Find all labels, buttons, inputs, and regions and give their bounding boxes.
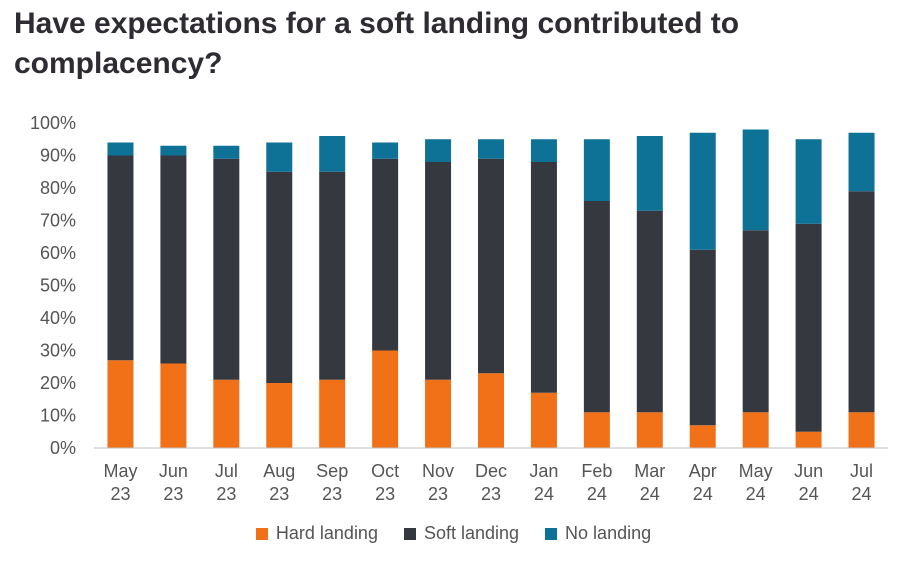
- bar-segment-hard-landing: [266, 383, 293, 448]
- bar-segment-hard-landing: [583, 412, 610, 448]
- bar-segment-soft-landing: [425, 162, 452, 380]
- bar-segment-soft-landing: [795, 223, 822, 432]
- bar-segment-soft-landing: [742, 230, 769, 413]
- bar-segment-soft-landing: [319, 171, 346, 380]
- bar-segment-none-landing: [848, 132, 875, 192]
- bar-segment-hard-landing: [160, 363, 187, 448]
- bar-segment-none-landing: [636, 136, 663, 211]
- chart-title: Have expectations for a soft landing con…: [14, 7, 740, 80]
- bar-segment-soft-landing: [848, 191, 875, 413]
- y-tick-label: 30%: [40, 341, 76, 361]
- y-axis: 0% 10% 20% 30% 40% 50% 60% 70% 80% 90% 100%: [30, 113, 76, 458]
- x-tick-label: Jun 23: [159, 461, 188, 504]
- bar-segment-none-landing: [425, 139, 452, 162]
- x-tick-label: Jul 23: [215, 461, 238, 504]
- x-tick-label: Sep 23: [316, 461, 348, 504]
- bar-segment-soft-landing: [213, 158, 240, 380]
- bar-segment-hard-landing: [319, 379, 346, 448]
- bar-segment-soft-landing: [266, 171, 293, 383]
- bar-segment-none-landing: [266, 142, 293, 172]
- bar-segment-hard-landing: [636, 412, 663, 448]
- x-tick-label: May 24: [739, 461, 773, 504]
- y-tick-label: 20%: [40, 373, 76, 393]
- bar-segment-none-landing: [583, 139, 610, 201]
- bar-segment-soft-landing: [107, 155, 134, 361]
- x-tick-label: Oct 23: [371, 461, 399, 504]
- legend-item-soft-landing: Soft landing: [403, 523, 520, 544]
- bar-segment-hard-landing: [107, 360, 134, 448]
- bar-segment-soft-landing: [478, 158, 504, 374]
- x-tick-label: Aug 23: [263, 461, 295, 504]
- bar-segment-hard-landing: [213, 379, 240, 448]
- stacked-bar-chart: 0% 10% 20% 30% 40% 50% 60% 70% 80% 90% 100% May 23 J…: [30, 113, 888, 504]
- legend-label-hard-landing: Hard landing: [275, 523, 378, 543]
- bar-segment-hard-landing: [689, 425, 716, 448]
- bar-segment-none-landing: [478, 139, 504, 159]
- bar-segment-soft-landing: [372, 158, 399, 351]
- x-tick-label: Jan 24: [529, 461, 558, 504]
- bar-segment-none-landing: [107, 142, 134, 156]
- y-tick-label: 50%: [40, 276, 76, 296]
- legend-item-hard-landing: Hard landing: [255, 523, 378, 544]
- y-tick-label: 70%: [40, 211, 76, 231]
- bar-segment-soft-landing: [636, 210, 663, 413]
- bar-segment-none-landing: [530, 139, 557, 162]
- legend: Hard landing Soft landing No landing: [0, 523, 907, 544]
- x-tick-label: May 23: [103, 461, 137, 504]
- y-tick-label: 90%: [40, 146, 76, 166]
- bar-segment-hard-landing: [425, 379, 452, 448]
- x-tick-label: Jul 24: [850, 461, 873, 504]
- legend-swatch-no-landing: [545, 527, 558, 540]
- bar-segment-soft-landing: [160, 155, 187, 364]
- bar-segment-none-landing: [319, 136, 346, 172]
- x-tick-label: Nov 23: [422, 461, 454, 504]
- y-tick-label: 100%: [30, 113, 76, 133]
- x-tick-label: Apr 24: [689, 461, 717, 504]
- bar-segment-hard-landing: [372, 350, 399, 448]
- x-tick-label: Jun 24: [794, 461, 823, 504]
- legend-label-soft-landing: Soft landing: [423, 523, 520, 543]
- bar-segment-none-landing: [795, 139, 822, 224]
- bar-segment-hard-landing: [478, 373, 504, 448]
- x-axis: May 23 Jun 23 Jul 23 Aug 23 Sep 23 Oct 23 Nov 23 Dec 23…: [94, 447, 888, 504]
- y-tick-label: 60%: [40, 243, 76, 263]
- bar-segment-hard-landing: [742, 412, 769, 448]
- legend-swatch-hard-landing: [255, 527, 268, 540]
- bar-segment-soft-landing: [583, 201, 610, 413]
- x-tick-label: Mar 24: [634, 461, 665, 504]
- bar-segment-soft-landing: [530, 162, 557, 393]
- bar-segment-hard-landing: [848, 412, 875, 448]
- bar-segment-none-landing: [689, 132, 716, 250]
- bar-segment-hard-landing: [795, 431, 822, 448]
- y-tick-label: 0%: [50, 438, 76, 458]
- bar-segment-none-landing: [160, 145, 187, 156]
- bar-segment-none-landing: [213, 145, 240, 159]
- bar-segment-soft-landing: [689, 249, 716, 426]
- bar-segment-none-landing: [742, 129, 769, 231]
- legend-item-no-landing: No landing: [545, 523, 651, 544]
- bars-group: [107, 129, 875, 448]
- legend-swatch-soft-landing: [403, 527, 416, 540]
- y-tick-label: 40%: [40, 308, 76, 328]
- y-tick-label: 10%: [40, 406, 76, 426]
- y-tick-label: 80%: [40, 178, 76, 198]
- x-tick-label: Feb 24: [581, 461, 612, 504]
- legend-label-no-landing: No landing: [565, 523, 652, 543]
- bar-segment-hard-landing: [530, 392, 557, 448]
- x-tick-label: Dec 23: [475, 461, 507, 504]
- bar-segment-none-landing: [372, 142, 399, 159]
